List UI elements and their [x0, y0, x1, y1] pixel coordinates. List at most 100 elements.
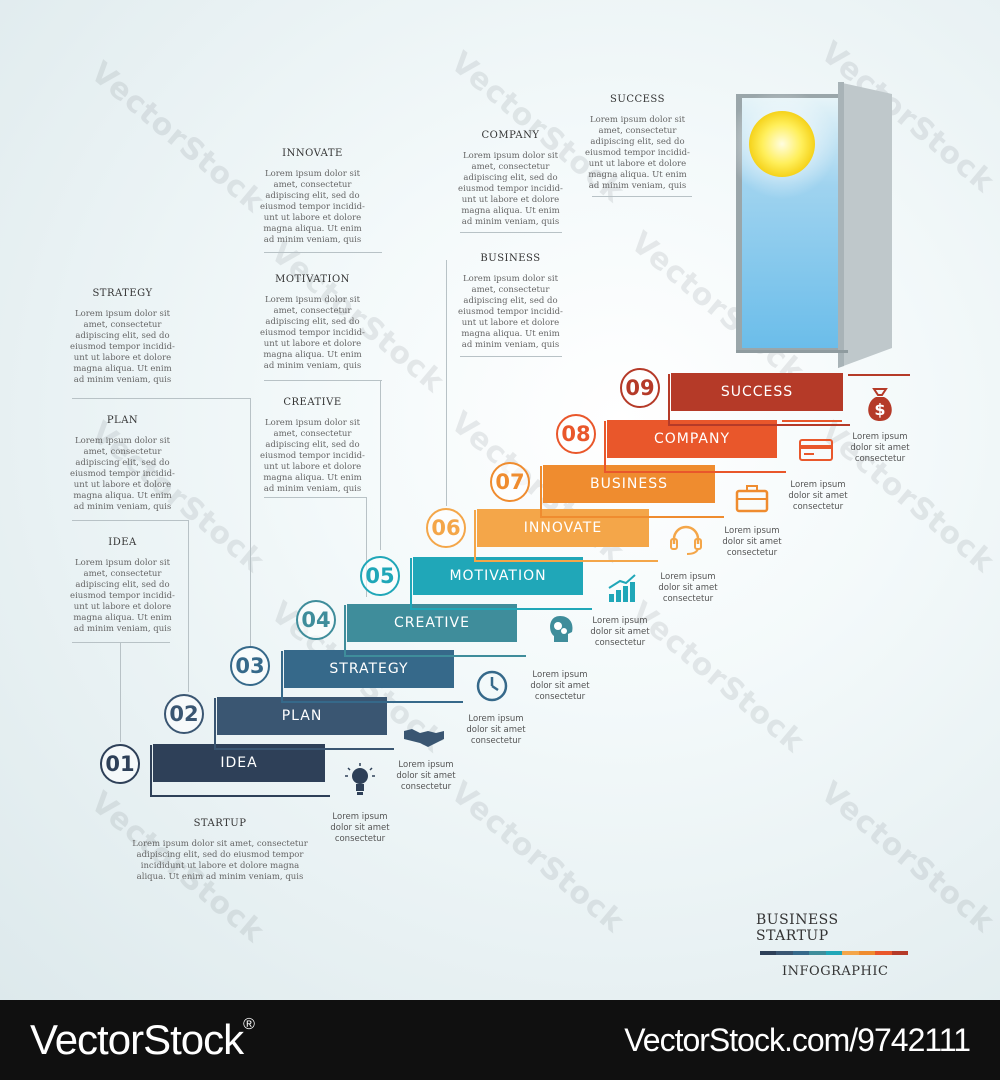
watermark: VectorStock	[443, 775, 631, 940]
idea-text-block: IDEA Lorem ipsum dolor sit amet, consect…	[70, 537, 175, 635]
headset-icon	[668, 522, 704, 558]
block-text: Lorem ipsum dolor sit amet, consectetur …	[458, 151, 563, 227]
money-bag-icon: $	[862, 386, 898, 422]
connector-line	[264, 497, 366, 498]
block-text: Lorem ipsum dolor sit amet, consectetur …	[260, 418, 365, 494]
step-number-07: 07	[490, 462, 530, 502]
legend-infographic: INFOGRAPHIC	[782, 964, 889, 979]
step-number-08: 08	[556, 414, 596, 454]
step-caption: Lorem ipsum dolor sit amet consectetur	[396, 760, 456, 792]
plan-text-block: PLAN Lorem ipsum dolor sit amet, consect…	[70, 415, 175, 513]
handshake-icon	[402, 718, 446, 754]
step-plan: PLAN	[217, 697, 387, 735]
block-title: STARTUP	[193, 818, 247, 829]
step-number-01: 01	[100, 744, 140, 784]
connector-line	[460, 356, 562, 357]
step-caption: Lorem ipsum dolor sit amet consectetur	[590, 616, 650, 648]
step-label: COMPANY	[653, 431, 731, 447]
connector-line	[72, 642, 170, 643]
step-label: CREATIVE	[394, 615, 470, 631]
step-outline-04	[344, 605, 526, 657]
step-caption: Lorem ipsum dolor sit amet consectetur	[658, 572, 718, 604]
step-label: SUCCESS	[720, 384, 794, 400]
block-title: COMPANY	[481, 130, 540, 141]
clock-icon	[474, 668, 510, 704]
creative-text-block: CREATIVE Lorem ipsum dolor sit amet, con…	[260, 397, 365, 495]
connector-line	[120, 642, 121, 742]
step-idea: IDEA	[153, 744, 325, 782]
step-outline-07	[540, 466, 724, 518]
block-title: STRATEGY	[92, 288, 153, 299]
step-caption: Lorem ipsum dolor sit amet consectetur	[788, 480, 848, 512]
connector-line	[782, 420, 842, 422]
head-gears-icon	[542, 612, 578, 648]
connector-line	[460, 232, 562, 233]
vectorstock-logo: VectorStock®	[30, 1016, 255, 1064]
vectorstock-footer: VectorStock® VectorStock.com/9742111	[0, 1000, 1000, 1080]
connector-line	[592, 196, 692, 197]
connector-line	[446, 260, 447, 506]
block-title: BUSINESS	[480, 253, 541, 264]
credit-card-icon	[798, 432, 834, 468]
step-label: STRATEGY	[329, 661, 409, 677]
success-text-block: SUCCESS Lorem ipsum dolor sit amet, cons…	[585, 94, 690, 192]
brand-text: VectorStock	[30, 1016, 244, 1063]
block-title: SUCCESS	[610, 94, 665, 105]
step-outline-02	[214, 698, 394, 750]
step-outline-08	[604, 421, 786, 473]
connector-line	[264, 252, 382, 253]
connector-line	[72, 520, 188, 521]
step-outline-01	[150, 745, 330, 797]
infographic-canvas: VectorStock VectorStock VectorStock Vect…	[0, 0, 1000, 1000]
step-creative: CREATIVE	[347, 604, 517, 642]
block-title: MOTIVATION	[275, 274, 350, 285]
block-text: Lorem ipsum dolor sit amet, consectetur …	[458, 274, 563, 350]
step-outline-06	[474, 510, 658, 562]
open-door-illustration	[730, 82, 892, 368]
startup-text-block: STARTUP Lorem ipsum dolor sit amet, cons…	[130, 818, 310, 883]
step-number-04: 04	[296, 600, 336, 640]
block-text: Lorem ipsum dolor sit amet, consectetur …	[585, 115, 690, 191]
step-number-05: 05	[360, 556, 400, 596]
step-innovate: INNOVATE	[477, 509, 649, 547]
business-text-block: BUSINESS Lorem ipsum dolor sit amet, con…	[458, 253, 563, 351]
step-caption: Lorem ipsum dolor sit amet consectetur	[466, 714, 526, 746]
step-number-06: 06	[426, 508, 466, 548]
connector-line	[380, 380, 381, 550]
step-motivation: MOTIVATION	[413, 557, 583, 595]
connector-line	[264, 380, 382, 381]
step-company: COMPANY	[607, 420, 777, 458]
block-title: PLAN	[106, 415, 139, 426]
connector-line	[848, 374, 910, 376]
step-caption: Lorem ipsum dolor sit amet consectetur	[722, 526, 782, 558]
step-number-09: 09	[620, 368, 660, 408]
infographic-legend: BUSINESS STARTUP INFOGRAPHIC	[756, 912, 916, 979]
block-text: Lorem ipsum dolor sit amet, consectetur …	[70, 436, 175, 512]
step-label: BUSINESS	[590, 476, 668, 492]
svg-text:$: $	[874, 400, 885, 419]
step-label: MOTIVATION	[449, 568, 547, 584]
block-title: CREATIVE	[283, 397, 342, 408]
motivation-text-block: MOTIVATION Lorem ipsum dolor sit amet, c…	[260, 274, 365, 372]
step-outline-09	[668, 374, 850, 426]
growth-chart-icon	[604, 570, 640, 606]
connector-line	[188, 520, 189, 692]
block-text: Lorem ipsum dolor sit amet, consectetur …	[260, 295, 365, 371]
connector-line	[250, 398, 251, 648]
step-number-02: 02	[164, 694, 204, 734]
legend-color-bar	[760, 951, 908, 955]
registered-mark: ®	[243, 1016, 255, 1033]
block-text: Lorem ipsum dolor sit amet, consectetur …	[70, 558, 175, 634]
block-title: IDEA	[108, 537, 137, 548]
block-text: Lorem ipsum dolor sit amet, consectetur …	[70, 309, 175, 385]
step-caption: Lorem ipsum dolor sit amet consectetur	[330, 812, 390, 844]
step-number-03: 03	[230, 646, 270, 686]
step-success: SUCCESS	[671, 373, 843, 411]
innovate-text-block: INNOVATE Lorem ipsum dolor sit amet, con…	[260, 148, 365, 246]
block-text: Lorem ipsum dolor sit amet, consectetur …	[260, 169, 365, 245]
step-label: INNOVATE	[523, 520, 603, 536]
block-text: Lorem ipsum dolor sit amet, consectetur …	[132, 839, 308, 882]
lightbulb-icon	[342, 762, 378, 798]
step-label: PLAN	[281, 708, 323, 724]
watermark: VectorStock	[83, 55, 271, 220]
